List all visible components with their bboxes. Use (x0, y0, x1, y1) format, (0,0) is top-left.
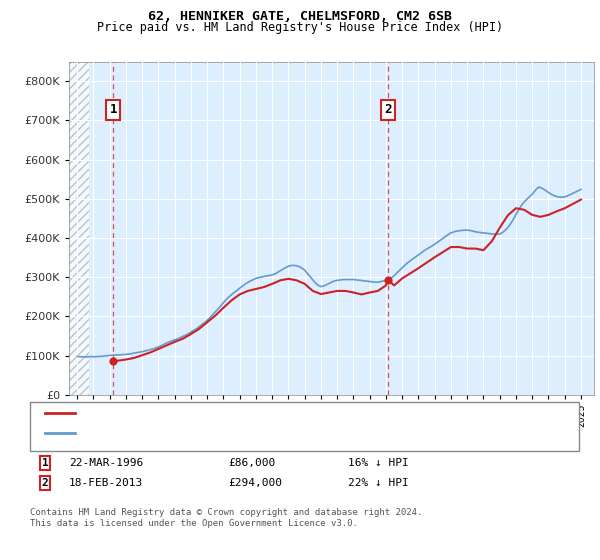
Text: £294,000: £294,000 (228, 478, 282, 488)
Text: 18-FEB-2013: 18-FEB-2013 (69, 478, 143, 488)
Text: 22% ↓ HPI: 22% ↓ HPI (348, 478, 409, 488)
Text: Contains HM Land Registry data © Crown copyright and database right 2024.
This d: Contains HM Land Registry data © Crown c… (30, 508, 422, 528)
Text: 1: 1 (41, 458, 49, 468)
Text: HPI: Average price, detached house, Chelmsford: HPI: Average price, detached house, Chel… (81, 428, 368, 438)
Text: 62, HENNIKER GATE, CHELMSFORD, CM2 6SB: 62, HENNIKER GATE, CHELMSFORD, CM2 6SB (148, 10, 452, 23)
Text: Price paid vs. HM Land Registry's House Price Index (HPI): Price paid vs. HM Land Registry's House … (97, 21, 503, 34)
Point (383, 275, 393, 284)
Bar (69, 62, 89, 395)
Text: 2: 2 (41, 478, 49, 488)
Text: £86,000: £86,000 (228, 458, 275, 468)
Text: 22-MAR-1996: 22-MAR-1996 (69, 458, 143, 468)
Text: 16% ↓ HPI: 16% ↓ HPI (348, 458, 409, 468)
Text: 2: 2 (384, 104, 392, 116)
Text: 1: 1 (110, 104, 117, 116)
Point (109, 357, 118, 366)
Text: 62, HENNIKER GATE, CHELMSFORD, CM2 6SB (detached house): 62, HENNIKER GATE, CHELMSFORD, CM2 6SB (… (81, 408, 425, 418)
